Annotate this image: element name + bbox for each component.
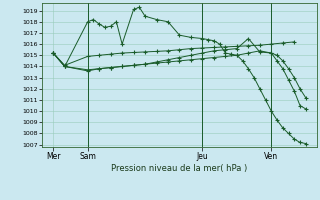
- X-axis label: Pression niveau de la mer( hPa ): Pression niveau de la mer( hPa ): [111, 164, 248, 173]
